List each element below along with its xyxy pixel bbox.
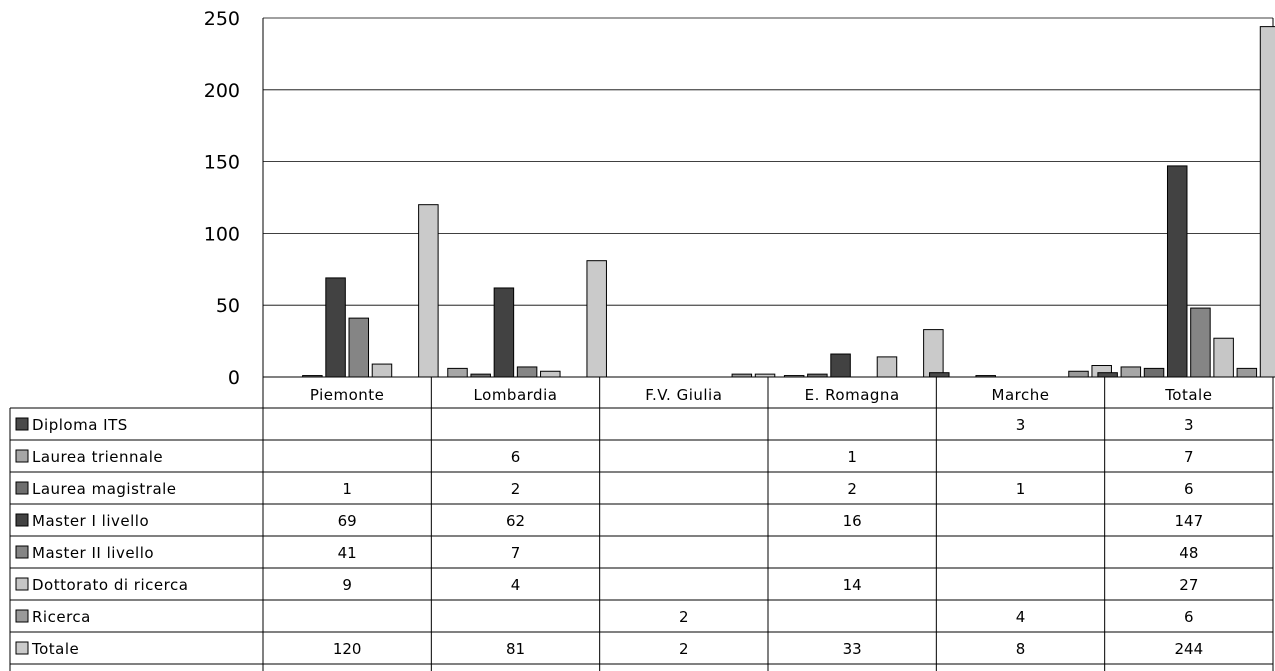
bar xyxy=(1166,165,1188,378)
series-label: Ricerca xyxy=(32,608,91,626)
series-label: Master II livello xyxy=(32,544,154,562)
x-category-label: Totale xyxy=(1164,386,1212,404)
legend-swatch xyxy=(15,449,29,463)
data-label: 244 xyxy=(1175,640,1204,658)
data-label: 7 xyxy=(1184,448,1194,466)
bar xyxy=(371,363,393,378)
data-label: 6 xyxy=(511,448,521,466)
bar xyxy=(348,317,370,378)
x-category-label: F.V. Giulia xyxy=(645,386,722,404)
bar xyxy=(1236,367,1258,378)
legend-swatch xyxy=(15,609,29,623)
bar xyxy=(1143,367,1165,378)
data-label: 120 xyxy=(333,640,362,658)
bar xyxy=(876,356,898,378)
series-label: Master I livello xyxy=(32,512,149,530)
bar-marks xyxy=(302,26,1275,378)
y-tick-label: 200 xyxy=(204,80,240,102)
data-label: 2 xyxy=(679,608,689,626)
legend-swatch xyxy=(15,417,29,431)
data-label: 81 xyxy=(506,640,525,658)
data-label: 1 xyxy=(342,480,352,498)
data-label: 8 xyxy=(1016,640,1026,658)
data-label: 6 xyxy=(1184,608,1194,626)
bar xyxy=(586,260,607,378)
data-label: 4 xyxy=(511,576,521,594)
data-label: 9 xyxy=(342,576,352,594)
data-label: 33 xyxy=(843,640,862,658)
x-category-label: Marche xyxy=(992,386,1050,404)
legend-swatch xyxy=(15,481,29,495)
data-label: 147 xyxy=(1175,512,1204,530)
data-label: 2 xyxy=(679,640,689,658)
y-tick-label: 50 xyxy=(216,295,240,317)
data-label: 1 xyxy=(847,448,857,466)
data-label: 16 xyxy=(843,512,862,530)
series-label: Dottorato di ricerca xyxy=(32,576,188,594)
y-tick-label: 250 xyxy=(204,8,240,30)
data-label: 14 xyxy=(843,576,862,594)
legend-swatch xyxy=(15,545,29,559)
series-label: Laurea triennale xyxy=(32,448,163,466)
y-axis: 0 50 100 150 200 250 xyxy=(204,8,240,389)
series-label: Diploma ITS xyxy=(32,416,128,434)
x-category-label: E. Romagna xyxy=(805,386,900,404)
data-label: 4 xyxy=(1016,608,1026,626)
data-label: 62 xyxy=(506,512,525,530)
legend-swatch xyxy=(15,577,29,591)
bar xyxy=(516,366,538,378)
bar xyxy=(1120,366,1142,378)
bar xyxy=(418,204,439,378)
bar xyxy=(830,353,851,378)
data-label: 3 xyxy=(1016,416,1026,434)
bar xyxy=(1097,372,1118,378)
bar xyxy=(929,372,950,378)
series-label: Laurea magistrale xyxy=(32,480,177,498)
data-label: 27 xyxy=(1179,576,1198,594)
bar xyxy=(1213,337,1234,378)
bar xyxy=(540,370,561,378)
data-label: 6 xyxy=(1184,480,1194,498)
x-category-label: Piemonte xyxy=(310,386,385,404)
legend-swatch xyxy=(15,641,29,655)
y-tick-label: 100 xyxy=(204,223,240,245)
bar xyxy=(1190,307,1211,378)
y-tick-label: 0 xyxy=(228,367,240,389)
bar xyxy=(1068,370,1089,378)
data-label: 1 xyxy=(1016,480,1026,498)
bar xyxy=(493,287,515,378)
data-label: 7 xyxy=(511,544,521,562)
data-label: 2 xyxy=(511,480,521,498)
x-category-label: Lombardia xyxy=(474,386,558,404)
data-label: 2 xyxy=(847,480,857,498)
data-label: 3 xyxy=(1184,416,1194,434)
legend-swatch xyxy=(15,513,29,527)
bar xyxy=(325,277,346,378)
bar xyxy=(923,329,944,378)
data-label: 69 xyxy=(338,512,357,530)
series-label: Totale xyxy=(31,640,79,658)
y-tick-label: 150 xyxy=(204,152,240,174)
bar xyxy=(447,367,468,378)
data-label: 41 xyxy=(338,544,357,562)
data-table: Piemonte Lombardia F.V. Giulia E. Romagna Ma… xyxy=(9,376,1274,671)
data-label: 48 xyxy=(1179,544,1198,562)
bar xyxy=(1259,26,1275,378)
gridlines xyxy=(262,17,1274,378)
